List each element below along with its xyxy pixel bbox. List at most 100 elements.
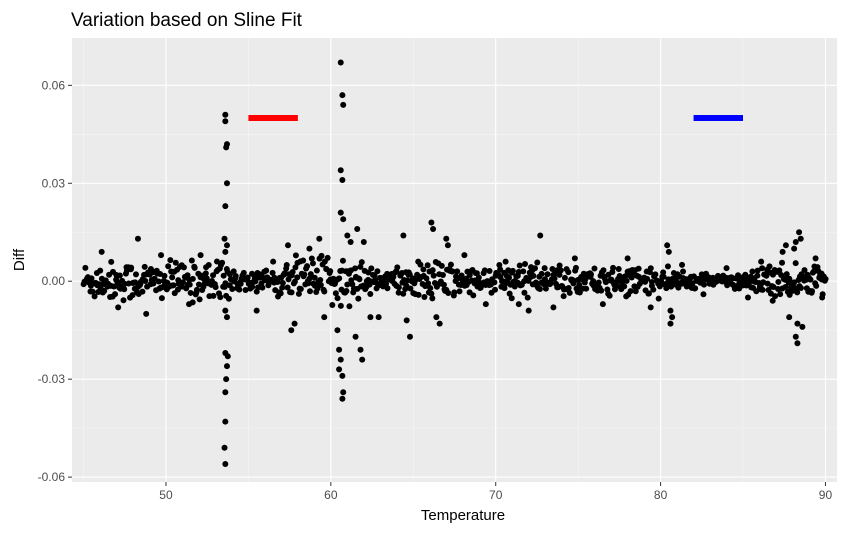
data-point [284,242,291,249]
data-point [358,259,365,266]
data-point [222,111,229,118]
data-point [560,293,567,300]
x-axis: 50 60 70 80 90 [159,482,832,502]
data-point [101,288,108,295]
data-point [223,144,230,151]
data-point [822,275,829,282]
data-point [744,294,751,301]
data-point [680,268,687,275]
data-point [415,291,422,298]
data-point [324,254,331,261]
data-point [628,274,635,281]
data-point [229,286,236,293]
data-point [339,395,346,402]
data-point [337,167,344,174]
data-point [458,272,465,279]
data-point [505,274,512,281]
data-point [508,295,515,302]
data-point [427,285,434,292]
data-point [317,276,324,283]
data-point [301,271,308,278]
y-axis-title: Diff [11,248,28,271]
data-point [447,261,454,268]
data-point [222,203,229,210]
x-tick-label: 50 [159,488,173,502]
data-point [151,275,158,282]
data-point [210,292,217,299]
data-point [158,295,165,302]
data-point [819,294,826,301]
data-point [497,266,504,273]
data-point [521,289,528,296]
data-point [810,268,817,275]
data-point [692,285,699,292]
data-point [313,267,320,274]
data-point [139,288,146,295]
data-point [779,248,786,255]
data-point [230,268,237,275]
data-point [334,295,341,302]
data-point [777,291,784,298]
data-point [346,303,353,310]
data-point [367,291,374,298]
data-point [292,264,299,271]
data-point [237,280,244,287]
data-point [316,235,323,242]
data-point [308,255,315,262]
data-point [165,263,172,270]
data-point [355,295,362,302]
data-point [225,295,232,302]
x-tick-label: 80 [654,488,668,502]
data-point [647,304,654,311]
data-point [311,274,318,281]
data-point [439,271,446,278]
x-axis-title: Temperature [421,507,505,524]
data-point [222,389,229,396]
data-point [475,274,482,281]
data-point [186,281,193,288]
data-point [336,366,343,373]
data-point [344,232,351,239]
data-point [394,264,401,271]
data-point [792,260,799,267]
data-point [307,271,314,278]
data-point [375,314,382,321]
data-point [428,219,435,226]
data-point [112,291,119,298]
data-point [288,289,295,296]
data-point [635,265,642,272]
data-point [403,317,410,324]
data-point [279,279,286,286]
data-point [197,252,204,259]
data-point [534,259,541,266]
data-point [436,320,443,327]
data-point [772,293,779,300]
data-point [779,259,786,266]
data-point [170,282,177,289]
data-point [253,307,260,314]
data-point [367,314,374,321]
data-point [205,262,212,269]
data-point [775,278,782,285]
data-point [400,232,407,239]
y-tick-label: -0.06 [38,470,66,484]
data-point [723,265,730,272]
data-point [599,301,606,308]
data-point [329,301,336,308]
data-point [309,260,316,267]
data-point [337,356,344,363]
data-point [451,289,458,296]
data-point [134,235,141,242]
data-point [317,282,324,289]
data-point [337,302,344,309]
data-point [337,209,344,216]
data-point [610,264,617,271]
data-point [770,284,777,291]
data-point [794,320,801,327]
data-point [222,118,229,125]
data-point [242,287,249,293]
data-point [340,101,347,108]
data-point [531,265,538,272]
data-point [496,262,503,269]
